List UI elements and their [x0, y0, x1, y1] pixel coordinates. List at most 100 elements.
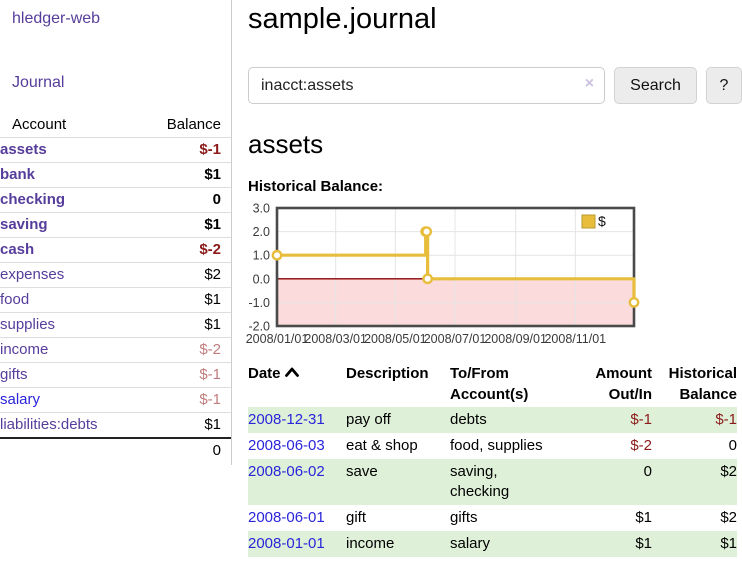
transaction-accounts: food, supplies	[450, 437, 543, 454]
transaction-balance: $1	[720, 535, 737, 552]
transaction-amount: $-1	[630, 411, 652, 428]
account-row: cash $-2	[0, 237, 231, 263]
transactions-table: Date Description To/From Account(s) Amou…	[248, 361, 737, 557]
account-link-cash[interactable]: cash	[0, 241, 35, 258]
transaction-accounts: debts	[450, 411, 487, 428]
account-link-income[interactable]: income	[0, 341, 49, 358]
historical-balance-chart: $3.0 2.0 1.0 0.0 -1.0 -2.0 2008/01/01 2008/03/0…	[246, 202, 642, 346]
accounts-header-row: Account Balance	[0, 113, 231, 138]
transaction-row: 2008-06-01 gift gifts $1 $2	[248, 505, 737, 531]
accounts-total-value: 0	[212, 442, 221, 459]
help-button[interactable]: ?	[705, 67, 742, 104]
transaction-accounts: gifts	[450, 509, 478, 526]
tofrom-column-header: To/From Account(s)	[450, 365, 529, 403]
balance-column-header: Balance	[166, 116, 221, 133]
account-row: saving $1	[0, 212, 231, 238]
account-link-salary[interactable]: salary	[0, 391, 41, 408]
account-link-saving[interactable]: saving	[0, 216, 48, 233]
account-link-supplies[interactable]: supplies	[0, 316, 56, 333]
account-link-gifts[interactable]: gifts	[0, 366, 28, 383]
clear-search-icon[interactable]: ×	[584, 75, 595, 92]
transaction-row: 2008-12-31 pay off debts $-1 $-1	[248, 407, 737, 433]
account-balance: $-1	[199, 141, 221, 158]
transaction-description: income	[346, 535, 395, 552]
transaction-row: 2008-06-03 eat & shop food, supplies $-2…	[248, 433, 737, 459]
account-row: checking 0	[0, 187, 231, 213]
transactions-header-row: Date Description To/From Account(s) Amou…	[248, 361, 737, 407]
account-row: expenses $2	[0, 262, 231, 288]
transaction-date-link[interactable]: 2008-06-03	[248, 437, 325, 454]
balance-chart-svg: $3.0 2.0 1.0 0.0 -1.0 -2.02008/01/012008/03/0…	[246, 202, 640, 346]
description-column-header: Description	[346, 365, 429, 382]
account-balance: 0	[212, 191, 221, 208]
accounts-total-row: 0	[0, 438, 231, 463]
account-row: supplies $1	[0, 312, 231, 338]
transaction-accounts: saving, checking	[450, 463, 510, 500]
transaction-description: eat & shop	[346, 437, 418, 454]
transaction-date-link[interactable]: 2008-01-01	[248, 535, 325, 552]
transaction-amount: $1	[635, 509, 652, 526]
account-balance: $-1	[199, 366, 221, 383]
account-link-assets[interactable]: assets	[0, 141, 47, 158]
chart-section-label: Historical Balance:	[248, 178, 384, 195]
account-row: salary $-1	[0, 387, 231, 413]
svg-text:2008/07/01: 2008/07/01	[424, 332, 487, 346]
transaction-accounts: salary	[450, 535, 491, 552]
account-link-bank[interactable]: bank	[0, 166, 36, 183]
svg-text:-2.0: -2.0	[248, 320, 270, 334]
transaction-balance: $2	[720, 463, 737, 480]
transaction-amount: 0	[643, 463, 652, 480]
date-column-header[interactable]: Date	[248, 361, 346, 407]
account-balance: $1	[204, 316, 221, 333]
svg-text:2008/09/01: 2008/09/01	[484, 332, 547, 346]
app-title-link[interactable]: hledger-web	[12, 10, 101, 27]
balance-column-header: Historical Balance	[668, 365, 737, 403]
sidebar-item-journal[interactable]: Journal	[12, 74, 65, 91]
transaction-description: gift	[346, 509, 367, 526]
transaction-date-link[interactable]: 2008-12-31	[248, 411, 325, 428]
transaction-description: save	[346, 463, 378, 480]
transaction-amount: $-2	[630, 437, 652, 454]
transaction-description: pay off	[346, 411, 391, 428]
transaction-balance: 0	[728, 437, 737, 454]
account-link-food[interactable]: food	[0, 291, 30, 308]
account-balance: $1	[204, 291, 221, 308]
account-balance: $1	[204, 166, 221, 183]
search-button[interactable]: Search	[614, 67, 697, 104]
account-row: income $-2	[0, 337, 231, 363]
account-balance: $1	[204, 416, 221, 433]
account-balance: $2	[204, 266, 221, 283]
account-link-liabilities-debts[interactable]: liabilities:debts	[0, 416, 98, 433]
svg-text:3.0: 3.0	[253, 202, 270, 216]
svg-text:2008/03/01: 2008/03/01	[304, 332, 367, 346]
transaction-date-link[interactable]: 2008-06-01	[248, 509, 325, 526]
account-balance: $-1	[199, 391, 221, 408]
account-row: gifts $-1	[0, 362, 231, 388]
amount-column-header: Amount Out/In	[595, 365, 652, 403]
svg-text:0.0: 0.0	[253, 272, 270, 286]
svg-text:2008/11/01: 2008/11/01	[544, 332, 606, 346]
search-form: × Search ?	[248, 67, 742, 104]
transaction-balance: $-1	[715, 411, 737, 428]
account-balance: $1	[204, 216, 221, 233]
page-title: sample.journal	[248, 3, 437, 35]
account-column-header: Account	[12, 116, 67, 133]
svg-text:2.0: 2.0	[253, 225, 270, 239]
search-input[interactable]	[248, 67, 606, 104]
transaction-row: 2008-01-01 income salary $1 $1	[248, 531, 737, 557]
svg-text:1.0: 1.0	[253, 249, 270, 263]
account-balance: $-2	[199, 241, 221, 258]
main-content: sample.journal × Search ? assets Histori…	[246, 0, 742, 557]
account-row: food $1	[0, 287, 231, 313]
account-link-checking[interactable]: checking	[0, 191, 66, 208]
account-row: bank $1	[0, 162, 231, 188]
transaction-row: 2008-06-02 save saving, checking 0 $2	[248, 459, 737, 505]
account-link-expenses[interactable]: expenses	[0, 266, 65, 283]
sort-ascending-icon	[284, 367, 299, 377]
svg-text:-1.0: -1.0	[248, 296, 270, 310]
transaction-date-link[interactable]: 2008-06-02	[248, 463, 325, 480]
account-row: assets $-1	[0, 137, 231, 163]
svg-text:2008/05/01: 2008/05/01	[364, 332, 427, 346]
svg-text:$: $	[598, 213, 606, 229]
svg-text:2008/01/01: 2008/01/01	[246, 332, 309, 346]
